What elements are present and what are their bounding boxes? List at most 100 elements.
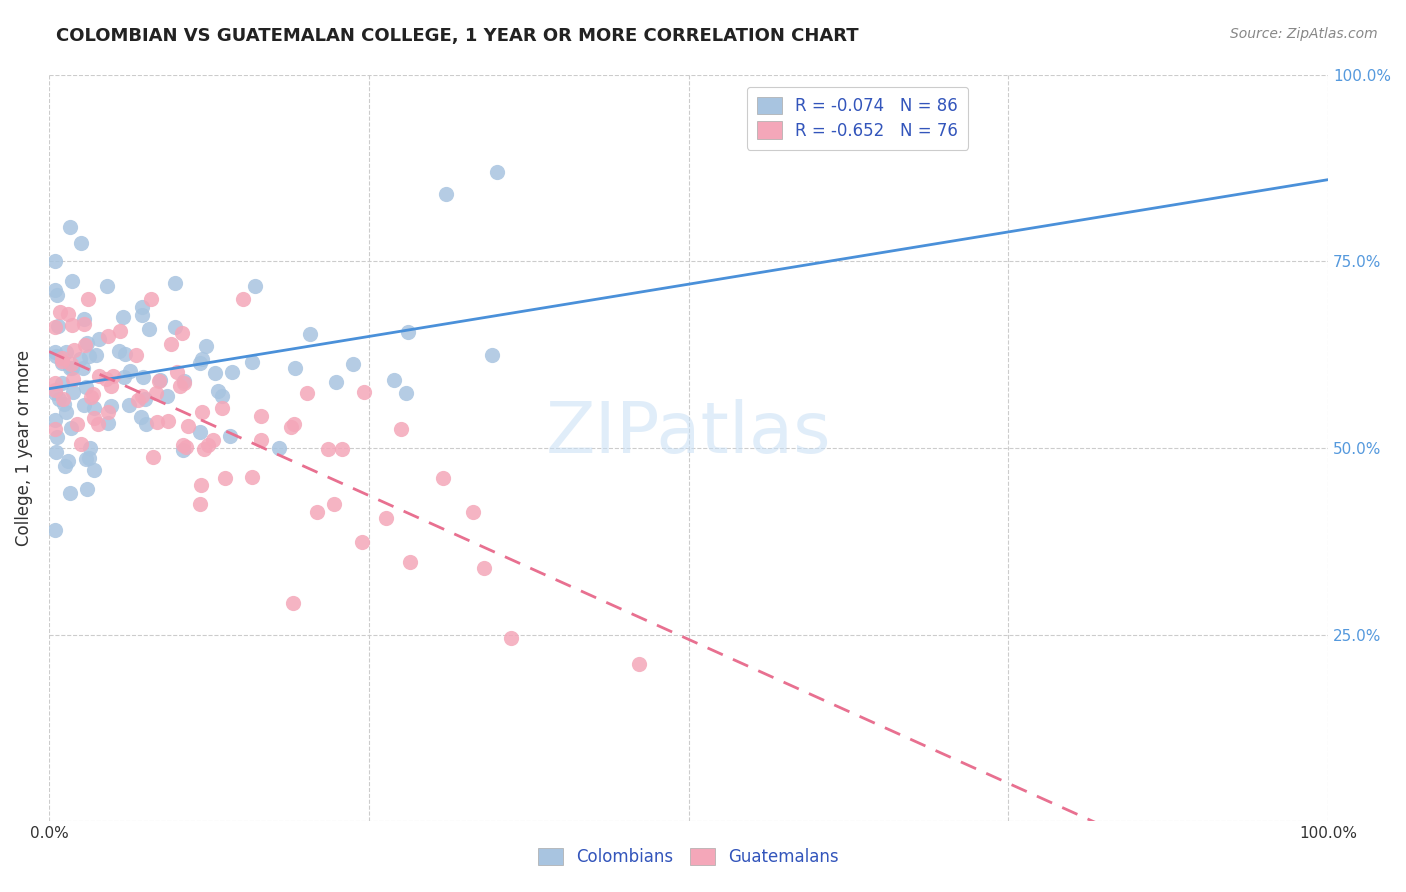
Point: [481, 348, 503, 362]
Point: [307, 505, 329, 519]
Point: [100, 379, 122, 393]
Point: [59, 485, 82, 500]
Point: [76, 335, 98, 350]
Point: [190, 351, 212, 366]
Point: [160, 336, 183, 351]
Point: [232, 292, 254, 306]
Point: [60, 357, 83, 371]
Point: [114, 346, 136, 360]
Point: [45, 445, 67, 459]
Point: [51, 376, 73, 391]
Point: [190, 477, 212, 491]
Point: [70, 437, 93, 451]
Point: [84, 348, 107, 362]
Point: [44, 386, 66, 401]
Point: [132, 370, 155, 384]
Point: [173, 374, 195, 388]
Point: [131, 389, 153, 403]
Point: [100, 399, 122, 413]
Point: [73, 337, 96, 351]
Point: [398, 555, 420, 569]
Point: [127, 392, 149, 407]
Point: [163, 276, 186, 290]
Point: [156, 389, 179, 403]
Point: [172, 442, 194, 457]
Point: [472, 561, 495, 575]
Point: [149, 373, 172, 387]
Point: [44, 253, 66, 268]
Text: ZIPatlas: ZIPatlas: [546, 399, 831, 467]
Point: [53, 459, 76, 474]
Point: [434, 187, 457, 202]
Point: [49, 305, 72, 319]
Point: [60, 318, 83, 332]
Point: [101, 369, 124, 384]
Point: [89, 332, 111, 346]
Point: [221, 365, 243, 379]
Point: [118, 364, 141, 378]
Point: [201, 434, 224, 448]
Point: [44, 344, 66, 359]
Point: [627, 657, 650, 671]
Point: [243, 278, 266, 293]
Point: [250, 433, 273, 447]
Point: [69, 351, 91, 366]
Point: [195, 339, 218, 353]
Point: [134, 392, 156, 406]
Point: [76, 482, 98, 496]
Point: [240, 469, 263, 483]
Point: [382, 374, 405, 388]
Point: [353, 385, 375, 400]
Point: [322, 497, 344, 511]
Point: [44, 376, 66, 390]
Point: [125, 348, 148, 362]
Point: [135, 417, 157, 431]
Point: [129, 410, 152, 425]
Point: [97, 404, 120, 418]
Point: [499, 631, 522, 645]
Point: [56, 454, 79, 468]
Point: [110, 324, 132, 338]
Point: [142, 450, 165, 464]
Point: [283, 417, 305, 431]
Point: [295, 385, 318, 400]
Point: [66, 417, 89, 431]
Point: [396, 325, 419, 339]
Point: [485, 164, 508, 178]
Point: [48, 392, 70, 406]
Point: [148, 374, 170, 388]
Point: [188, 356, 211, 370]
Point: [55, 345, 77, 359]
Point: [111, 310, 134, 324]
Point: [112, 369, 135, 384]
Point: [170, 326, 193, 341]
Point: [73, 398, 96, 412]
Point: [75, 451, 97, 466]
Point: [97, 416, 120, 430]
Point: [197, 437, 219, 451]
Point: [83, 463, 105, 477]
Point: [375, 511, 398, 525]
Point: [72, 361, 94, 376]
Point: [298, 326, 321, 341]
Point: [45, 288, 67, 302]
Point: [138, 322, 160, 336]
Point: [269, 441, 291, 455]
Point: [79, 441, 101, 455]
Point: [174, 440, 197, 454]
Point: [172, 438, 194, 452]
Point: [58, 361, 80, 376]
Y-axis label: College, 1 year or more: College, 1 year or more: [15, 350, 32, 546]
Point: [146, 415, 169, 429]
Point: [77, 292, 100, 306]
Point: [44, 320, 66, 334]
Point: [89, 369, 111, 384]
Point: [60, 421, 83, 435]
Point: [51, 354, 73, 368]
Point: [70, 236, 93, 251]
Point: [284, 361, 307, 376]
Point: [77, 450, 100, 465]
Point: [59, 219, 82, 234]
Point: [83, 411, 105, 425]
Point: [139, 292, 162, 306]
